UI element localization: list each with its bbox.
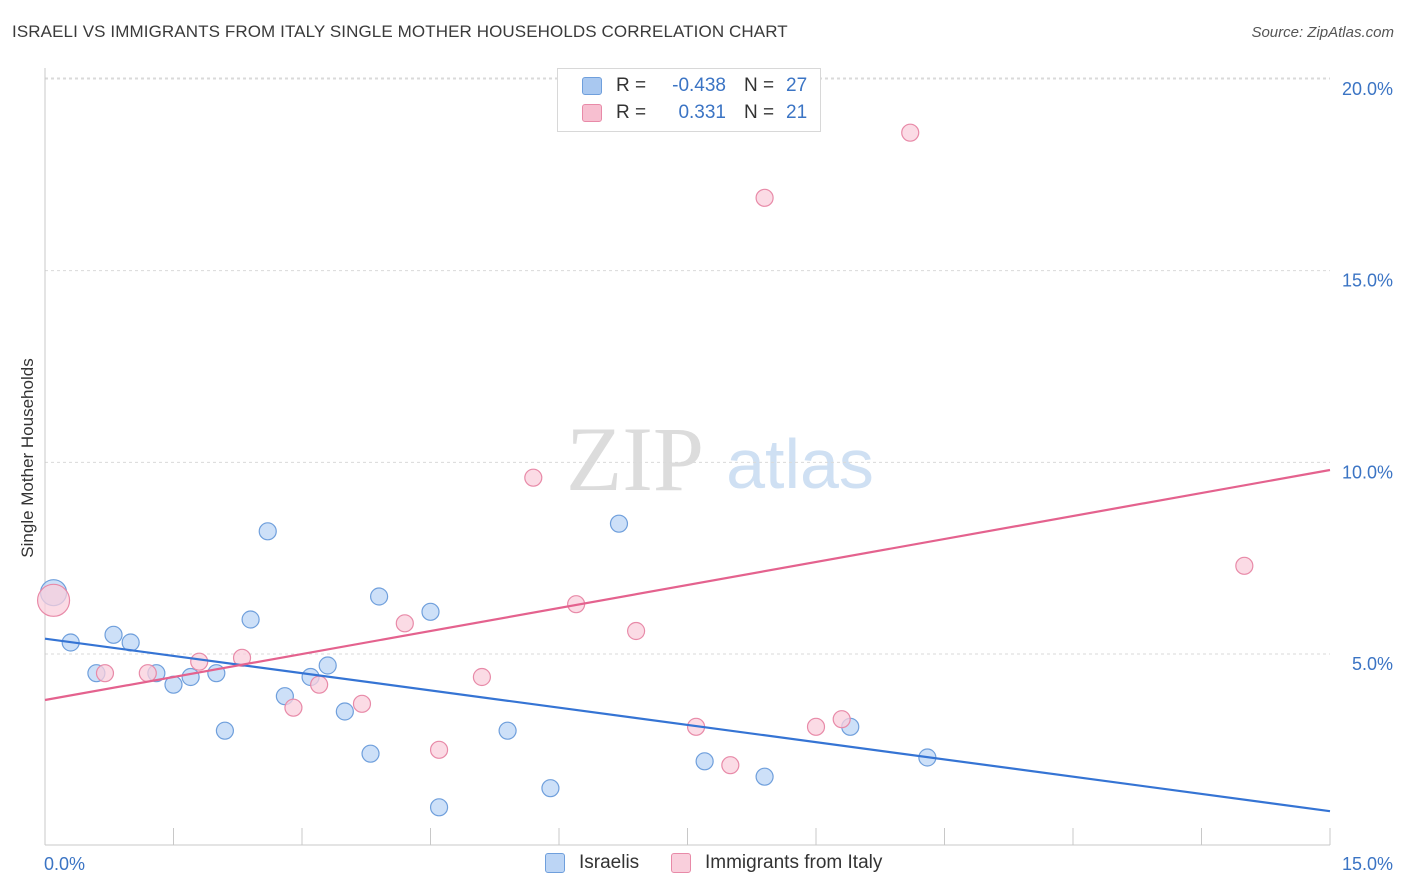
- legend-row-israelis: R = -0.438 N = 27: [582, 74, 814, 98]
- italy-point: [310, 675, 329, 694]
- y-tick-label: 20.0%: [1342, 79, 1393, 99]
- israelis-point: [498, 721, 517, 740]
- x-tick-label: 0.0%: [44, 854, 85, 874]
- legend-label-italy: Immigrants from Italy: [705, 852, 883, 873]
- y-tick-label: 15.0%: [1342, 271, 1393, 291]
- legend-swatch-italy: [671, 853, 691, 873]
- legend-row-italy: R = 0.331 N = 21: [582, 101, 814, 125]
- legend-swatch-italy: [582, 104, 602, 122]
- chart-title: ISRAELI VS IMMIGRANTS FROM ITALY SINGLE …: [12, 22, 788, 41]
- israelis-point: [429, 798, 449, 817]
- italy-point: [721, 756, 740, 775]
- italy-point: [95, 664, 115, 683]
- x-tick-label: 15.0%: [1342, 854, 1393, 874]
- legend-label-israelis: Israelis: [579, 852, 640, 873]
- israelis-point: [421, 602, 440, 621]
- israelis-point: [258, 522, 277, 541]
- israelis-point: [241, 610, 260, 629]
- watermark-zip: ZIP: [566, 408, 704, 510]
- source-label: Source: ZipAtlas.com: [1251, 24, 1394, 41]
- israelis-point: [609, 514, 629, 533]
- italy-point: [472, 667, 491, 687]
- israelis-point: [755, 767, 774, 786]
- correlation-legend: R = -0.438 N = 27 R = 0.331 N = 21: [557, 68, 821, 132]
- italy-point: [232, 648, 252, 667]
- italy-point: [284, 698, 303, 717]
- italy-point: [190, 652, 209, 671]
- legend-item-italy[interactable]: Immigrants from Italy: [671, 852, 882, 874]
- italy-point: [1235, 556, 1254, 575]
- israelis-point: [370, 587, 389, 606]
- italy-point: [755, 188, 774, 207]
- n-label: N =: [744, 102, 775, 123]
- n-value: 21: [786, 102, 808, 123]
- r-label: R =: [616, 75, 647, 96]
- italy-point: [395, 614, 414, 633]
- israelis-point: [215, 721, 234, 740]
- israelis-trend-line: [44, 637, 1331, 813]
- r-value: 0.331: [678, 102, 726, 123]
- italy-point: [832, 710, 851, 729]
- n-label: N =: [744, 75, 775, 96]
- watermark-atlas: atlas: [726, 425, 874, 503]
- italy-trend-line: [44, 468, 1331, 702]
- italy-point: [352, 694, 372, 713]
- y-tick-label: 5.0%: [1352, 654, 1393, 674]
- n-value: 27: [786, 75, 808, 96]
- italy-point: [138, 664, 157, 683]
- israelis-point: [541, 779, 560, 798]
- legend-item-israelis[interactable]: Israelis: [545, 852, 639, 874]
- r-value: -0.438: [672, 75, 726, 96]
- legend-swatch-israelis: [545, 853, 565, 873]
- italy-point: [901, 123, 920, 142]
- israelis-point: [695, 752, 714, 771]
- israelis-point: [335, 702, 354, 721]
- israelis-point: [361, 744, 380, 763]
- italy-point: [429, 740, 449, 759]
- italy-point: [626, 621, 646, 641]
- israelis-point: [104, 625, 123, 644]
- legend-swatch-israelis: [582, 77, 602, 95]
- y-tick-label: 10.0%: [1342, 462, 1393, 482]
- r-label: R =: [616, 102, 647, 123]
- israelis-point: [318, 656, 337, 675]
- italy-point: [806, 717, 826, 736]
- israelis-point: [181, 667, 200, 687]
- italy-point: [524, 468, 543, 487]
- italy-point: [36, 583, 71, 617]
- series-legend: Israelis Immigrants from Italy: [0, 852, 1406, 876]
